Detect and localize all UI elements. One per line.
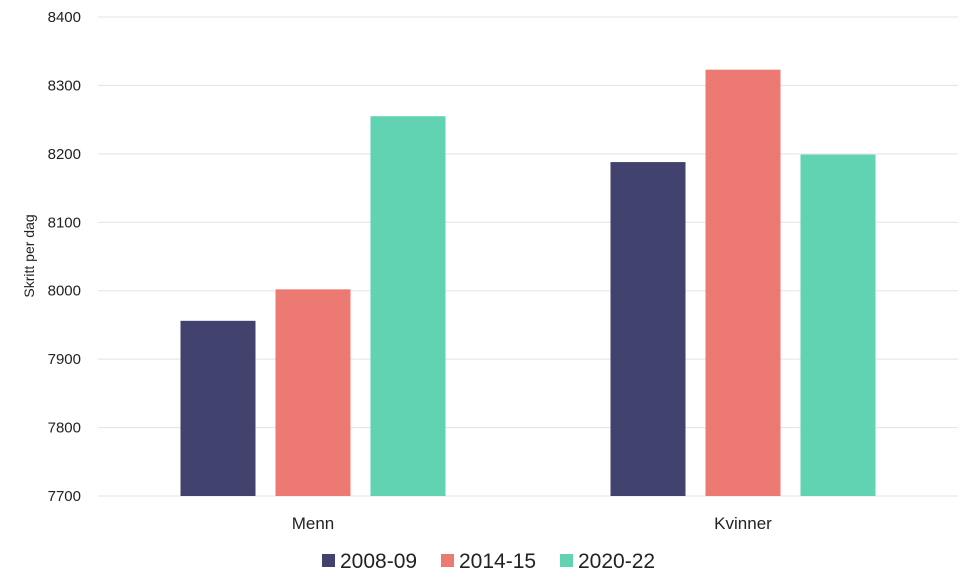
legend-swatch — [560, 554, 573, 567]
legend-item: 2020-22 — [560, 550, 655, 573]
bar-2014-15-Menn — [275, 289, 351, 496]
bars — [180, 69, 876, 496]
legend-item: 2008-09 — [322, 550, 417, 573]
x-category-label: Menn — [292, 514, 335, 533]
y-axis-ticks: 7700 7800 7900 8000 8100 8200 8300 8400 — [48, 9, 81, 505]
y-tick-label: 7700 — [48, 488, 81, 505]
bar-2020-22-Menn — [370, 116, 446, 496]
y-tick-label: 8100 — [48, 214, 81, 231]
legend: 2008-09 2014-15 2020-22 — [322, 550, 655, 573]
y-tick-label: 8200 — [48, 146, 81, 163]
bar-2008-09-Kvinner — [610, 162, 686, 496]
legend-label: 2008-09 — [340, 550, 417, 573]
legend-item: 2014-15 — [441, 550, 536, 573]
legend-swatch — [322, 554, 335, 567]
y-tick-label: 8000 — [48, 283, 81, 300]
y-tick-label: 8400 — [48, 9, 81, 26]
bar-2008-09-Menn — [180, 320, 256, 496]
legend-label: 2020-22 — [578, 550, 655, 573]
legend-label: 2014-15 — [459, 550, 536, 573]
bar-2014-15-Kvinner — [705, 69, 781, 496]
y-tick-label: 7800 — [48, 420, 81, 437]
x-category-label: Kvinner — [714, 514, 772, 533]
y-axis-label: Skritt per dag — [21, 214, 37, 297]
y-tick-label: 8300 — [48, 77, 81, 94]
x-axis-categories: Menn Kvinner — [292, 514, 772, 533]
y-tick-label: 7900 — [48, 351, 81, 368]
bar-2020-22-Kvinner — [800, 154, 876, 496]
legend-swatch — [441, 554, 454, 567]
